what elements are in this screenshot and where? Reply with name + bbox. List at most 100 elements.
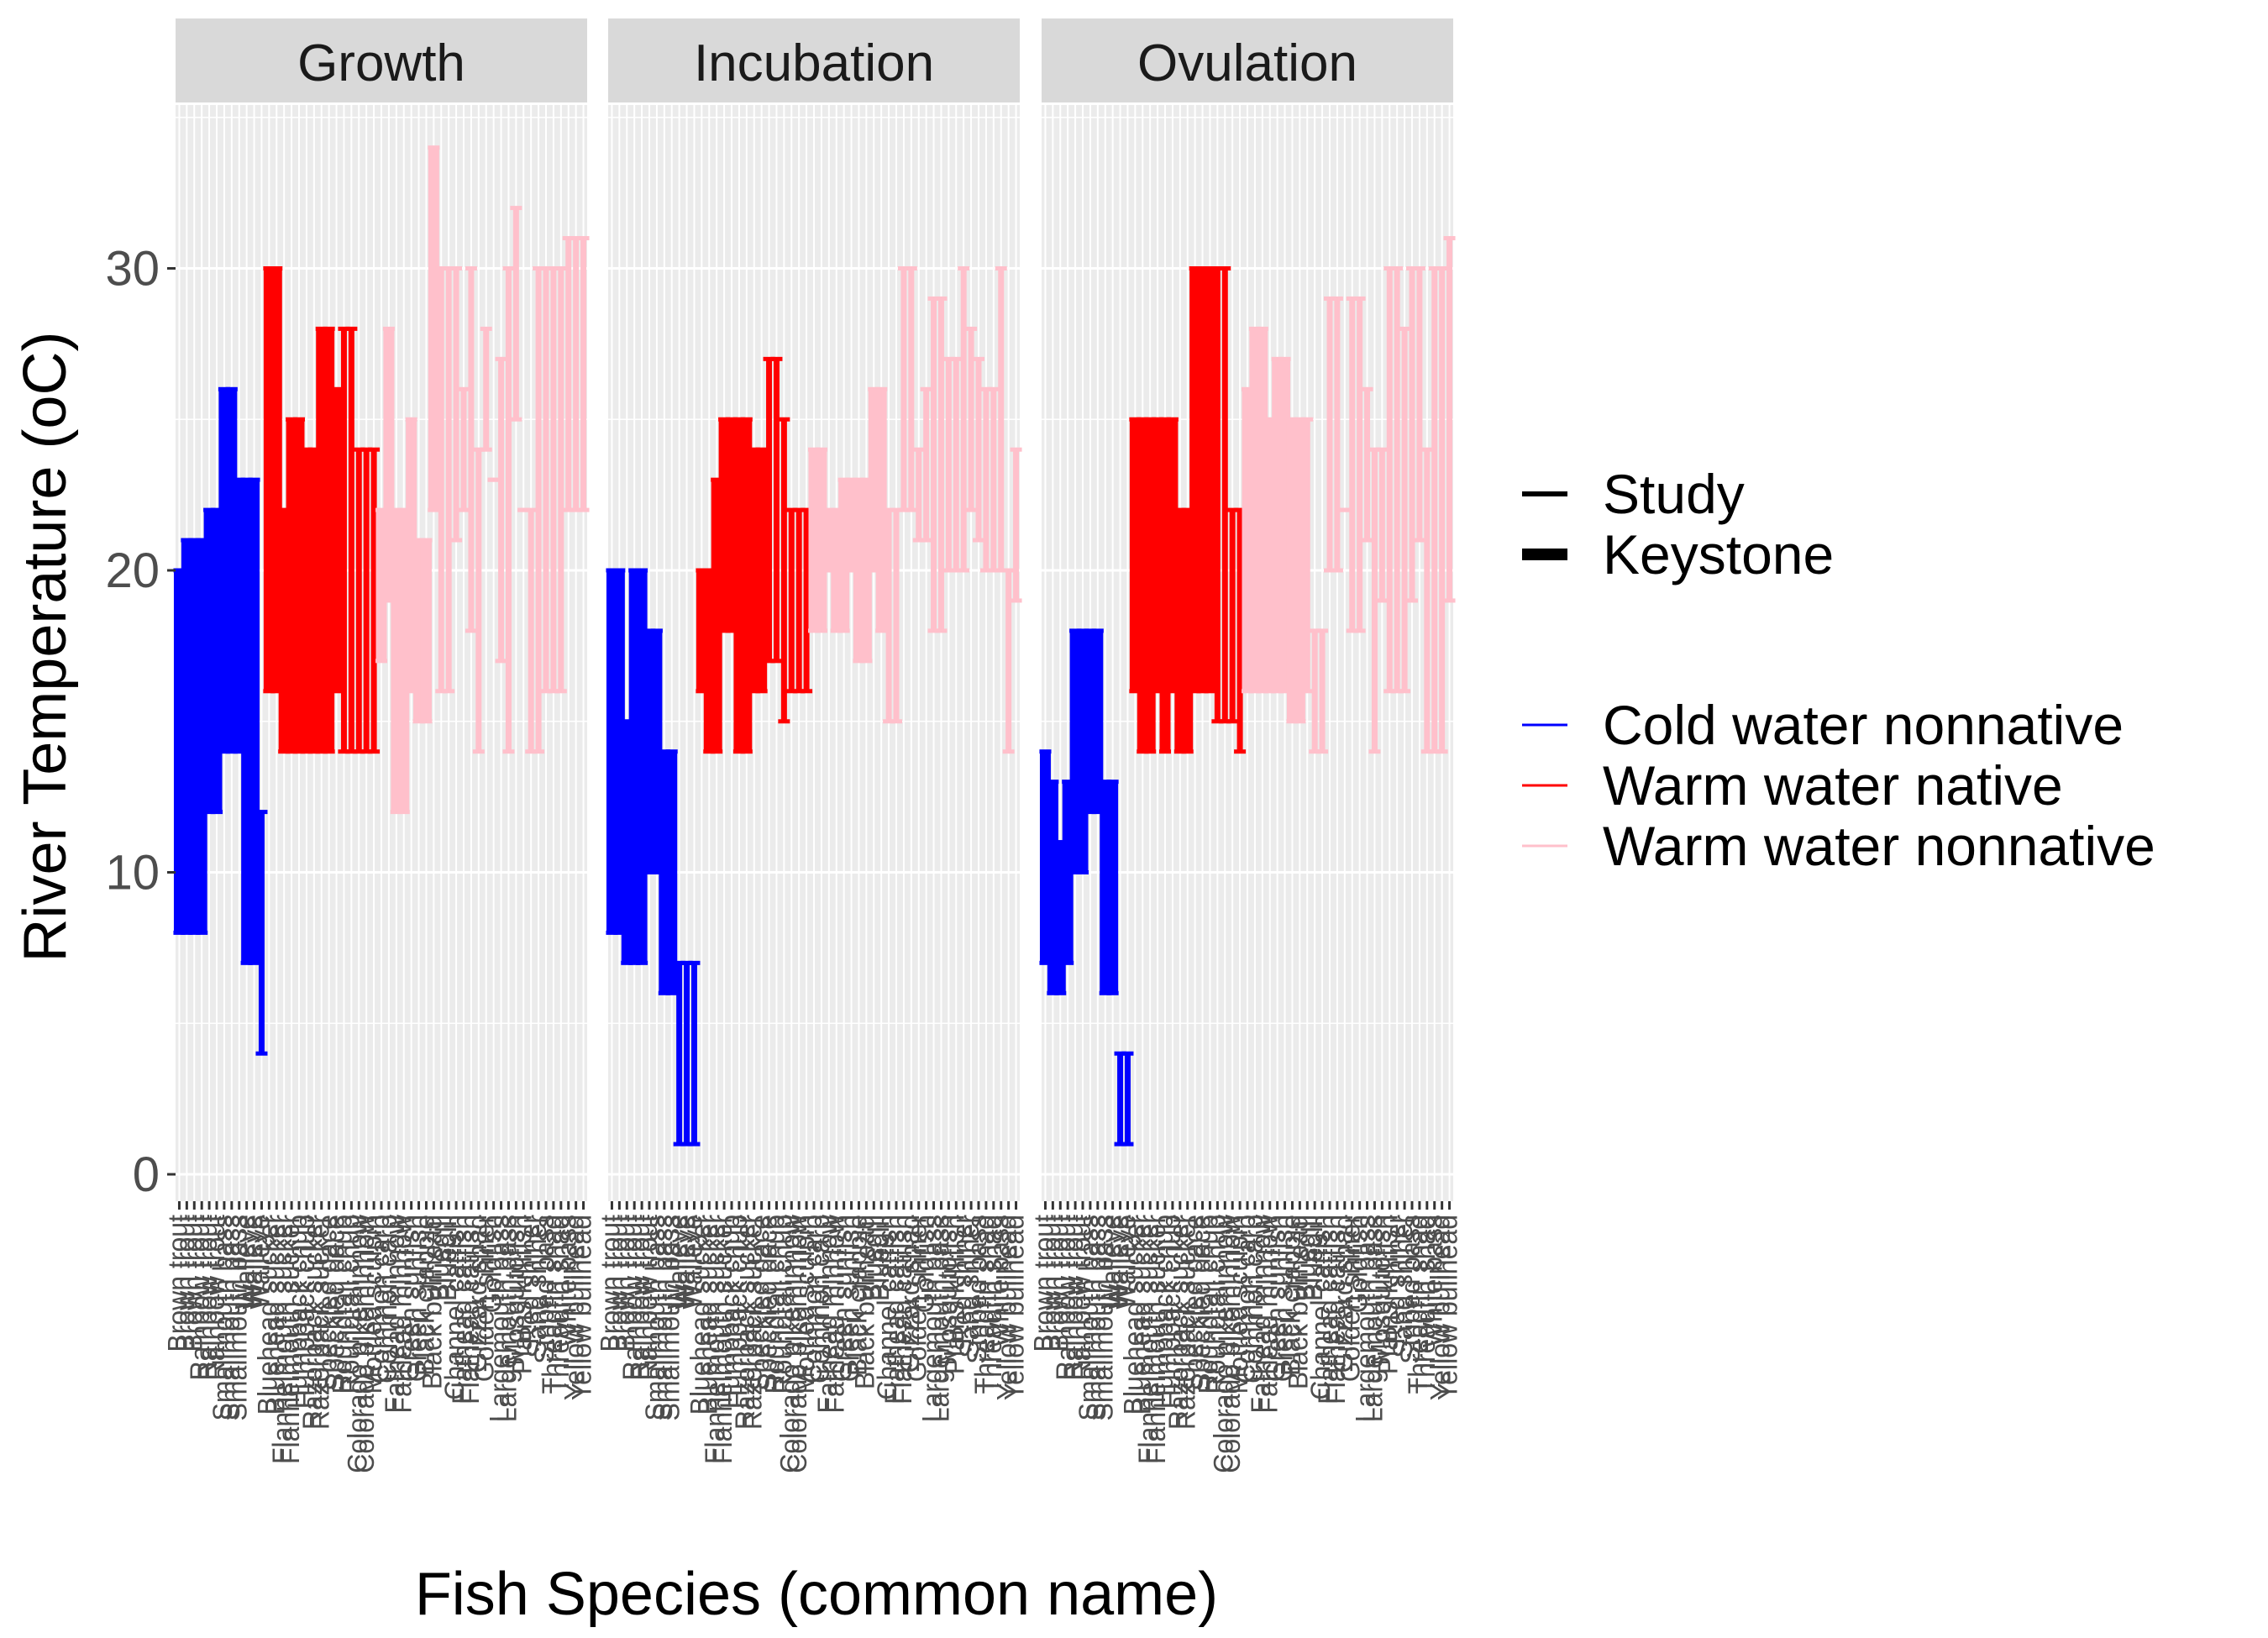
legend-label: Cold water nonnative [1603,694,2124,756]
range-bar [965,326,978,512]
x-tick-label: Channel catfish [872,1215,902,1400]
x-tick-label: Razorback sucker [1171,1215,1201,1430]
x-tick-label: Yellow bullhead [1433,1215,1463,1400]
legend-label: Warm water nonnative [1603,815,2155,877]
range-bar [458,386,470,512]
x-axis-title: Fish Species (common name) [415,1561,1218,1628]
legend-item-study: Study [1522,463,1745,525]
x-tick-label: Colorado pikeminnow [1208,1214,1238,1473]
strip-incubation [608,18,1020,102]
x-tick-label: Smallmouth bass [640,1215,670,1420]
panel-ovulation: Ovulation [1039,18,1456,1210]
strip-ovulation [1042,18,1453,102]
x-tick-label: Channel catfish [439,1215,470,1400]
range-bar [1301,417,1314,694]
range-bar [1361,386,1373,543]
x-tick-label: Smallmouth bass [648,1215,678,1420]
x-tick-label: Largemouth bass [491,1215,522,1422]
range-bar [1353,296,1366,633]
x-tick-label: Colorado pikeminnow [774,1214,805,1473]
legend-label: Keystone [1603,523,1834,585]
x-tick-label: Humpback chub [1156,1215,1186,1409]
range-bar [368,447,381,754]
range-bar [465,266,477,633]
range-bar [1331,296,1343,573]
x-tick-label: Smallmouth bass [223,1215,253,1420]
x-tick-label: Flathead catfish [1313,1215,1343,1404]
strip-label-ovulation: Ovulation [1137,34,1357,92]
x-tick-label: Colorado pikeminnow [342,1214,372,1473]
panel-growth: Growth [173,18,590,1210]
x-tick-label: Bluehead sucker [685,1215,715,1415]
range-bar [1413,266,1425,543]
x-tick-label: Walleye [1096,1215,1126,1310]
x-tick-label: Threadfin shad [537,1215,567,1394]
x-tick-label: Rainbow trout [1066,1215,1096,1381]
x-tick-label: Colorado pikeminnow [782,1214,812,1473]
range-bar [755,447,768,694]
range-bar [554,266,567,694]
x-tick-label: Bluehead sucker [692,1215,722,1415]
range-bar [905,266,917,512]
x-tick-label: Green sunfish [402,1215,433,1382]
x-tick-label: Speckled dace [320,1215,350,1391]
x-tick-label: Mosquitofish [1365,1215,1395,1366]
x-tick-label: Gizzard shad [895,1215,925,1373]
legend-item-color-1: Warm water native [1522,754,2063,816]
x-tick-label: Roundtail chub [759,1215,790,1394]
x-tick-label: Smallmouth bass [1089,1215,1119,1420]
x-tick-label: Sand shiner [1388,1215,1418,1358]
x-tick-label: Bluehead sucker [260,1215,290,1415]
x-tick-label: Flannelmouth sucker [267,1215,297,1464]
x-tick-label: Brown trout [170,1215,200,1352]
strip-growth [176,18,587,102]
x-tick-label: Mottled sculpin [790,1215,820,1394]
x-tick-label: Striped bass [1395,1215,1425,1364]
x-tick-label: Threadfin shad [544,1215,575,1394]
x-tick-label: Goldfish [477,1215,507,1313]
x-tick-label: Fathead minnow [1246,1214,1276,1413]
y-axis: 0 10 20 30 [105,242,176,1202]
x-tick-label: Golden shiner [1336,1215,1366,1383]
x-tick-label: Common carp [372,1215,402,1383]
x-tick-label: Plains killifish [507,1215,537,1374]
x-tick-label: Plains killifish [1373,1215,1403,1374]
y-tick-label: 10 [105,846,160,900]
range-bar [255,810,268,1056]
x-tick-label: Flannelmouth sucker [275,1215,305,1464]
range-bar [740,417,753,754]
x-tick-label: Smallmouth bass [1074,1215,1104,1420]
x-tick-label: Razorback sucker [297,1215,328,1430]
panel-incubation: Incubation [606,18,1022,1210]
x-tick-label: White bass [552,1215,582,1347]
x-tick-label: Goldfish [1343,1215,1373,1313]
legend-item-color-0: Cold water nonnative [1522,694,2124,756]
x-tick-label: Red shiner [1380,1215,1410,1345]
range-bar [688,960,701,1147]
x-tick-label: Fathead minnow [812,1214,843,1413]
x-tick-label: Red shiner [514,1215,544,1345]
range-bar [577,236,590,512]
x-tick-label: Common carp [365,1215,395,1383]
x-tick-label: Rainbow trout [633,1215,663,1381]
x-tick-label: Walleye [663,1215,693,1310]
x-tick-label: Striped bass [529,1215,559,1364]
x-tick-label: Speckled dace [753,1215,783,1391]
x-tick-label: Black bullhead [1283,1215,1313,1389]
x-tick-label: Fathead minnow [820,1214,850,1413]
range-bar [428,145,440,512]
x-tick-label: Black bullhead [417,1215,447,1389]
x-tick-label: Mosquitofish [499,1215,529,1366]
x-tick-label: Rainbow trout [1051,1215,1081,1381]
x-tick-label: Plains killifish [939,1215,969,1374]
x-tick-label: Brown trout [610,1215,640,1352]
x-tick-label: Common carp [805,1215,835,1383]
x-tick-label: Walleye [1110,1215,1141,1310]
x-tick-label: Bluegill [857,1215,887,1301]
x-tick-label: Yellow bullhead [1425,1215,1456,1400]
x-tick-label: Brown trout [177,1215,207,1352]
facet-panels: Growth Incubation Ovulation [173,18,1456,1210]
x-tick-label: Humpback chub [722,1215,753,1409]
range-bar [450,266,463,543]
range-bar [248,477,260,965]
